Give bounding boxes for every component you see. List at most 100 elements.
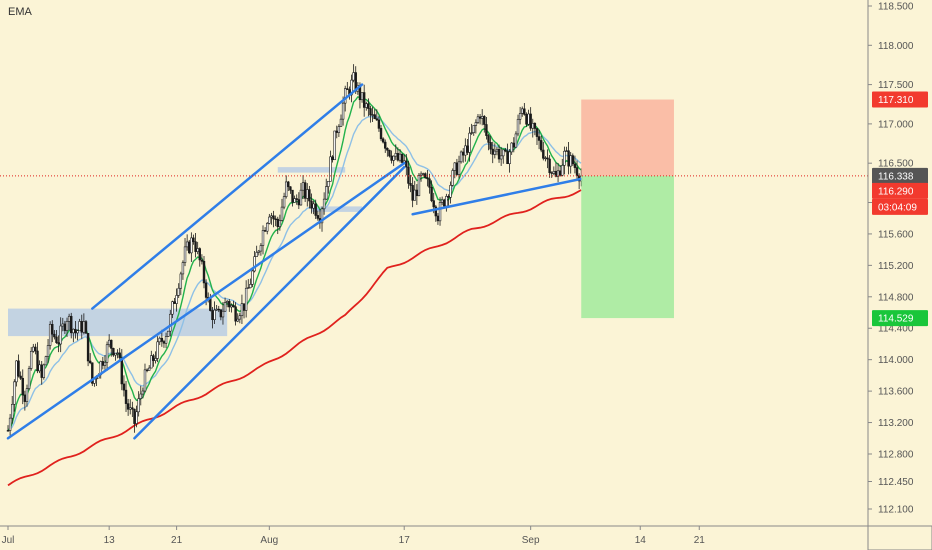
indicator-label[interactable]: EMA [8, 6, 32, 18]
candle-body [192, 237, 195, 243]
candle-body [25, 388, 29, 402]
candle-body [42, 364, 46, 378]
candle-body [63, 323, 67, 331]
candle-body [327, 181, 330, 187]
y-tick-label: 113.600 [878, 387, 914, 398]
countdown-label: 03:04:09 [878, 202, 917, 213]
candle-body [489, 142, 492, 150]
y-tick-label: 118.000 [878, 41, 914, 52]
candle-body [242, 303, 246, 311]
candle-body [320, 208, 324, 224]
candle-body [169, 313, 172, 332]
trendline-lower-channel-1[interactable] [6, 161, 406, 440]
position-layer[interactable] [581, 99, 674, 319]
candle-body [249, 284, 252, 289]
candle-body [211, 310, 214, 320]
candle-body [232, 305, 235, 308]
ema-slow-layer [7, 189, 582, 487]
candle-body [268, 216, 271, 224]
candle-body [148, 367, 151, 371]
candle-body [230, 305, 233, 308]
candle-body [274, 218, 277, 220]
y-tick-label: 114.400 [878, 324, 914, 335]
candle-body [44, 356, 48, 366]
candle-body [46, 345, 50, 357]
candle-body [464, 145, 467, 156]
candle-body [495, 148, 499, 152]
target-price-tag [872, 310, 928, 327]
y-tick-label: 112.450 [878, 477, 914, 488]
candle-body [36, 350, 39, 372]
y-tick-label: 112.100 [878, 505, 914, 516]
candle-body [166, 330, 170, 337]
candle-body [470, 132, 473, 134]
candle-body [491, 148, 494, 155]
candle-body [299, 189, 303, 206]
candle-body [421, 173, 425, 175]
stop-price-label: 117.310 [878, 95, 914, 106]
ema-price-tag [872, 182, 928, 199]
y-tick-label: 114.000 [878, 355, 914, 366]
candle-body [154, 358, 157, 361]
candle-body [542, 149, 545, 159]
candle-body [554, 170, 558, 177]
x-tick-label: 13 [104, 535, 116, 546]
candle-body [164, 336, 168, 344]
stop-loss-zone[interactable] [581, 99, 674, 176]
candle-body [158, 337, 161, 343]
candle-body [445, 196, 448, 207]
candle-body [335, 130, 338, 133]
support-zone[interactable] [8, 308, 228, 337]
take-profit-zone[interactable] [581, 175, 674, 319]
candle-body [398, 153, 402, 161]
current-price-label: 116.338 [878, 171, 914, 182]
candle-body [379, 128, 383, 140]
candle-body [457, 161, 461, 175]
candle-body [371, 114, 374, 116]
candle-body [485, 124, 488, 136]
candle-body [516, 118, 520, 135]
trendlines-layer[interactable] [6, 83, 583, 440]
trendline-lower-channel-2[interactable] [133, 165, 406, 440]
y-tick-label: 117.500 [878, 80, 914, 91]
candle-body [539, 140, 543, 151]
candle-body [411, 185, 414, 201]
candle-body [78, 321, 81, 332]
candle-body [179, 273, 183, 289]
candle-body [567, 150, 570, 167]
candle-body [386, 148, 389, 151]
candle-body [266, 223, 269, 232]
candle-body [556, 170, 560, 177]
x-tick-label: Jul [2, 535, 15, 546]
candle-body [306, 189, 309, 199]
candle-body [561, 165, 564, 176]
trendline-upper-channel-1[interactable] [91, 83, 364, 310]
candle-body [487, 135, 490, 143]
candle-body [400, 153, 404, 163]
candle-body [238, 315, 242, 320]
candle-body [529, 113, 532, 129]
candle-body [284, 181, 288, 197]
candle-body [472, 125, 475, 133]
candle-body [546, 157, 549, 160]
candle-body [171, 301, 174, 315]
candle-body [103, 361, 107, 366]
candle-body [74, 328, 77, 334]
candle-body [76, 330, 79, 334]
candle-body [202, 261, 206, 284]
candle-body [312, 203, 315, 209]
trendline-neckline[interactable] [411, 177, 583, 216]
candle-body [381, 138, 385, 143]
candle-body [459, 151, 463, 163]
y-tick-label: 118.500 [878, 2, 914, 13]
candle-body [497, 148, 501, 160]
candle-body [527, 113, 530, 125]
x-tick-label: 14 [635, 535, 647, 546]
candle-body [225, 301, 229, 303]
resistance-zone-1[interactable] [277, 167, 346, 173]
candle-body [514, 133, 518, 148]
candle-body [329, 156, 332, 182]
candle-body [462, 151, 465, 156]
